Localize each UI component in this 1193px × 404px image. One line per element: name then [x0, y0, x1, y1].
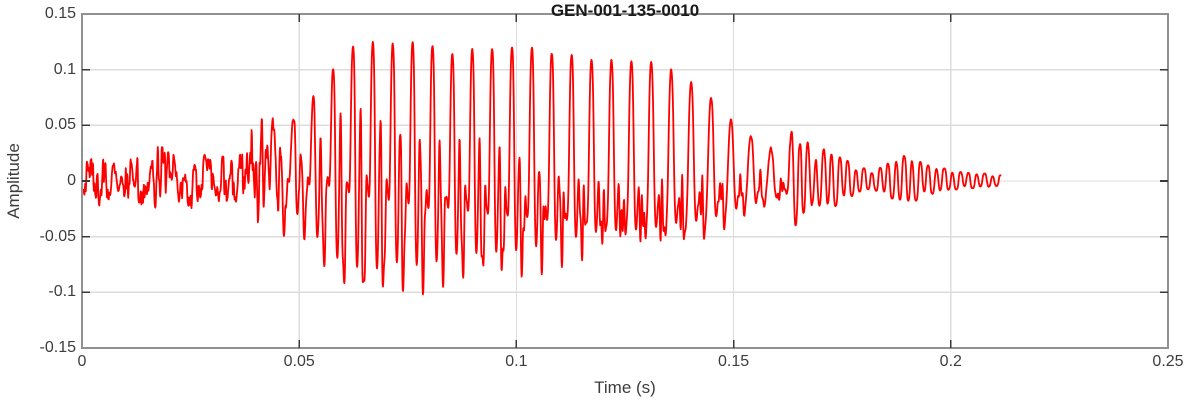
x-tick-label: 0.15	[718, 353, 750, 370]
tick-marks	[82, 14, 1168, 348]
y-tick-label: 0.15	[44, 5, 76, 22]
x-tick-label: 0	[77, 353, 87, 370]
waveform-trace	[81, 40, 1002, 296]
x-tick-label: 0.05	[283, 353, 315, 370]
x-tick-label: 0.2	[939, 353, 962, 370]
y-tick-label: -0.1	[48, 283, 76, 301]
x-tick-label: 0.1	[505, 353, 528, 370]
x-axis-label: Time (s)	[594, 378, 656, 397]
y-tick-label: -0.05	[39, 227, 76, 245]
plot-title: GEN-001-135-0010	[550, 1, 700, 20]
y-tick-label: 0.05	[44, 116, 76, 134]
x-tick-label: 0.25	[1152, 353, 1184, 370]
y-tick-label: -0.15	[39, 339, 76, 356]
y-tick-label: 0.1	[53, 60, 76, 78]
y-tick-label: 0	[67, 172, 76, 189]
y-axis-label: Amplitude	[4, 143, 23, 219]
